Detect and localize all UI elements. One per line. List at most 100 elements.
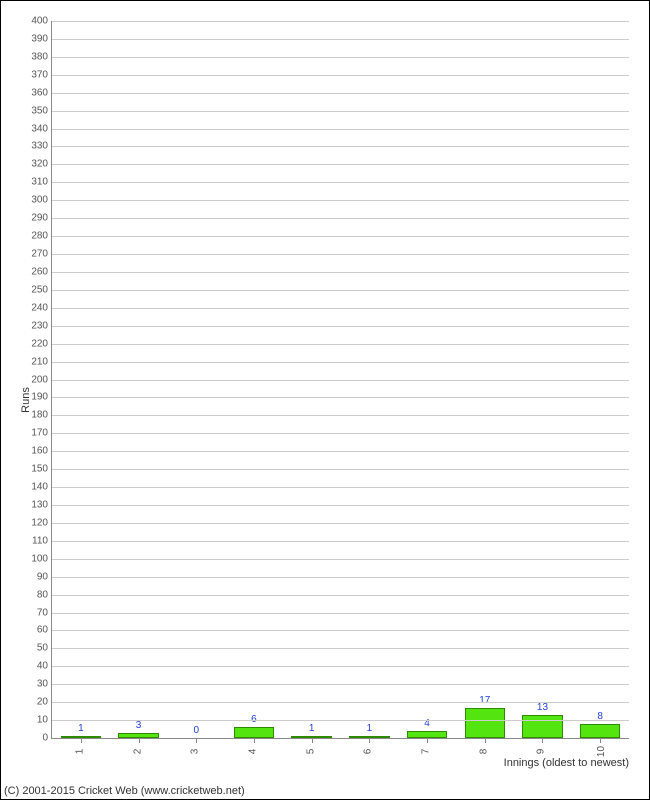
y-tick-label: 100 — [31, 553, 48, 564]
x-tick — [542, 738, 543, 743]
x-tick — [485, 738, 486, 743]
grid-line — [52, 415, 629, 416]
grid-line — [52, 613, 629, 614]
y-tick-label: 290 — [31, 213, 48, 224]
y-tick-label: 70 — [37, 607, 48, 618]
grid-line — [52, 326, 629, 327]
x-tick-label: 5 — [305, 749, 316, 755]
y-tick-label: 10 — [37, 715, 48, 726]
grid-line — [52, 648, 629, 649]
y-tick-label: 60 — [37, 625, 48, 636]
y-tick-label: 390 — [31, 33, 48, 44]
x-tick-label: 3 — [190, 749, 201, 755]
grid-line — [52, 702, 629, 703]
grid-line — [52, 720, 629, 721]
grid-line — [52, 308, 629, 309]
y-tick-label: 320 — [31, 159, 48, 170]
bar-value-label: 3 — [136, 720, 142, 731]
x-tick-label: 10 — [596, 746, 607, 757]
grid-line — [52, 577, 629, 578]
y-tick-label: 160 — [31, 446, 48, 457]
grid-line — [52, 93, 629, 94]
grid-line — [52, 451, 629, 452]
grid-line — [52, 397, 629, 398]
grid-line — [52, 505, 629, 506]
y-tick-label: 90 — [37, 571, 48, 582]
x-tick — [196, 738, 197, 743]
bar-value-label: 1 — [367, 723, 373, 734]
x-tick-label: 9 — [536, 749, 547, 755]
bar-value-label: 1 — [78, 723, 84, 734]
y-tick-label: 350 — [31, 105, 48, 116]
grid-line — [52, 541, 629, 542]
copyright-text: (C) 2001-2015 Cricket Web (www.cricketwe… — [4, 785, 245, 797]
y-tick-label: 170 — [31, 428, 48, 439]
grid-line — [52, 218, 629, 219]
y-tick-label: 270 — [31, 249, 48, 260]
y-tick-label: 280 — [31, 231, 48, 242]
y-tick-label: 300 — [31, 195, 48, 206]
grid-line — [52, 200, 629, 201]
x-tick-label: 4 — [247, 749, 258, 755]
bar — [580, 724, 620, 738]
y-tick-label: 20 — [37, 697, 48, 708]
y-tick-label: 340 — [31, 123, 48, 134]
bar-value-label: 13 — [537, 702, 548, 713]
grid-line — [52, 290, 629, 291]
plot-area: 11320364151647178139810 0102030405060708… — [51, 21, 629, 739]
grid-line — [52, 684, 629, 685]
grid-line — [52, 75, 629, 76]
grid-line — [52, 380, 629, 381]
y-axis-title: Runs — [20, 387, 32, 413]
x-tick — [81, 738, 82, 743]
grid-line — [52, 344, 629, 345]
grid-line — [52, 111, 629, 112]
grid-line — [52, 362, 629, 363]
grid-line — [52, 559, 629, 560]
y-tick-label: 190 — [31, 392, 48, 403]
y-tick-label: 40 — [37, 661, 48, 672]
grid-line — [52, 523, 629, 524]
x-tick — [312, 738, 313, 743]
grid-line — [52, 666, 629, 667]
y-tick-label: 0 — [42, 733, 48, 744]
y-tick-label: 260 — [31, 266, 48, 277]
y-tick-label: 200 — [31, 374, 48, 385]
grid-line — [52, 433, 629, 434]
x-axis-title: Innings (oldest to newest) — [504, 757, 629, 769]
bar — [407, 731, 447, 738]
y-tick-label: 400 — [31, 16, 48, 27]
y-tick-label: 110 — [32, 535, 48, 546]
bar-value-label: 1 — [309, 723, 315, 734]
y-tick-label: 140 — [31, 482, 48, 493]
grid-line — [52, 146, 629, 147]
y-tick-label: 250 — [31, 284, 48, 295]
grid-line — [52, 469, 629, 470]
grid-line — [52, 164, 629, 165]
y-tick-label: 150 — [31, 464, 48, 475]
bar-value-label: 0 — [193, 725, 199, 736]
bar-value-label: 17 — [479, 695, 490, 706]
x-tick — [139, 738, 140, 743]
grid-line — [52, 630, 629, 631]
y-tick-label: 50 — [37, 643, 48, 654]
grid-line — [52, 21, 629, 22]
x-tick-label: 8 — [478, 749, 489, 755]
y-tick-label: 180 — [31, 410, 48, 421]
x-tick-label: 2 — [132, 749, 143, 755]
x-tick — [254, 738, 255, 743]
grid-line — [52, 272, 629, 273]
y-tick-label: 80 — [37, 589, 48, 600]
grid-line — [52, 595, 629, 596]
y-tick-label: 130 — [31, 499, 48, 510]
y-tick-label: 370 — [31, 69, 48, 80]
y-tick-label: 310 — [31, 177, 48, 188]
grid-line — [52, 236, 629, 237]
y-tick-label: 30 — [37, 679, 48, 690]
x-tick-label: 6 — [363, 749, 374, 755]
grid-line — [52, 129, 629, 130]
y-tick-label: 210 — [31, 356, 48, 367]
grid-line — [52, 487, 629, 488]
y-tick-label: 360 — [31, 87, 48, 98]
y-tick-label: 120 — [31, 517, 48, 528]
